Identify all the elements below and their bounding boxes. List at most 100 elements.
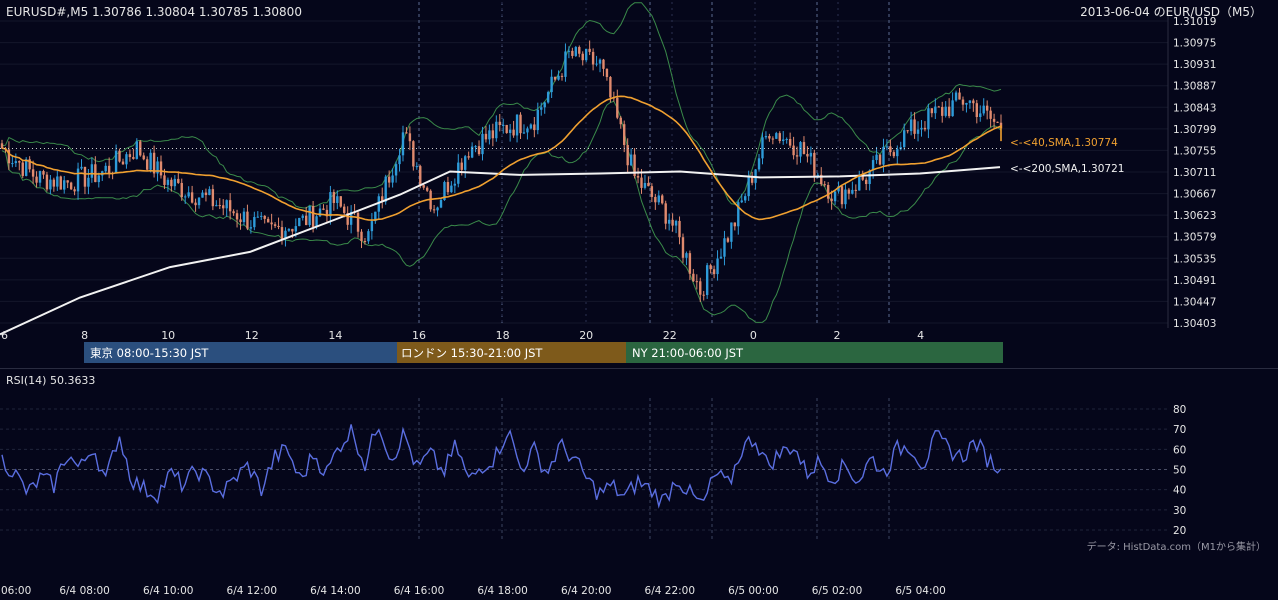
candle-body bbox=[699, 281, 702, 295]
candle-body bbox=[947, 106, 951, 117]
candle-body bbox=[654, 196, 657, 203]
candle-body bbox=[650, 186, 654, 197]
price-tick-label: 1.30843 bbox=[1173, 102, 1216, 114]
candle-body bbox=[114, 150, 118, 174]
candle-body bbox=[332, 192, 336, 203]
candle-body bbox=[671, 219, 674, 226]
candle-body bbox=[246, 211, 249, 229]
candle-body bbox=[280, 227, 284, 240]
candle-body bbox=[913, 119, 916, 134]
candle-body bbox=[381, 196, 384, 202]
time-tick-bottom: 6/4 18:00 bbox=[477, 585, 528, 597]
candle-body bbox=[951, 100, 954, 117]
candle-body bbox=[343, 206, 346, 213]
price-tick-label: 1.30623 bbox=[1173, 210, 1216, 222]
candle-body bbox=[685, 253, 688, 258]
candle-body bbox=[896, 149, 899, 157]
candle-body bbox=[59, 176, 62, 190]
candle-body bbox=[263, 215, 266, 219]
time-tick-top: 0 bbox=[750, 329, 757, 342]
rsi-tick-label: 70 bbox=[1173, 424, 1186, 436]
candle-body bbox=[73, 189, 76, 192]
time-tick-bottom: 6/4 22:00 bbox=[645, 585, 696, 597]
time-tick-bottom: 6/4 08:00 bbox=[59, 585, 110, 597]
session-tokyo-label: 東京 08:00-15:30 JST bbox=[90, 346, 209, 360]
candle-body bbox=[118, 150, 121, 162]
time-tick-top: 18 bbox=[496, 329, 510, 342]
candle-body bbox=[225, 200, 228, 209]
candle-body bbox=[889, 146, 892, 153]
candle-body bbox=[505, 124, 508, 133]
candle-body bbox=[609, 77, 612, 98]
candle-body bbox=[177, 178, 180, 183]
candle-body bbox=[546, 92, 550, 103]
candle-body bbox=[806, 153, 809, 157]
candle-body bbox=[550, 76, 553, 93]
candle-body bbox=[954, 92, 958, 101]
candle-body bbox=[830, 198, 833, 202]
candle-body bbox=[733, 222, 737, 227]
candle-body bbox=[360, 231, 363, 242]
chart-title: 2013-06-04 のEUR/USD（M5） bbox=[1080, 5, 1262, 19]
candle-body bbox=[636, 176, 640, 178]
candle-body bbox=[927, 108, 930, 130]
price-tick-label: 1.30755 bbox=[1173, 145, 1216, 157]
candle-body bbox=[802, 142, 806, 154]
candle-body bbox=[349, 211, 353, 225]
candle-body bbox=[460, 162, 463, 170]
candle-body bbox=[702, 294, 705, 296]
candle-body bbox=[481, 133, 484, 155]
time-tick-bottom: 6/4 10:00 bbox=[143, 585, 194, 597]
candle-body bbox=[387, 176, 391, 183]
candle-body bbox=[768, 136, 771, 139]
candle-body bbox=[66, 180, 69, 183]
candle-body bbox=[674, 220, 678, 226]
candle-body bbox=[851, 189, 854, 194]
candle-body bbox=[792, 145, 795, 156]
candle-body bbox=[457, 162, 460, 184]
candle-body bbox=[304, 215, 308, 226]
candle-body bbox=[125, 154, 128, 165]
candle-body bbox=[705, 265, 709, 296]
time-tick-bottom: 06:00 bbox=[1, 585, 31, 597]
time-tick-bottom: 6/5 00:00 bbox=[728, 585, 779, 597]
candle-body bbox=[446, 182, 450, 193]
candle-body bbox=[571, 50, 574, 56]
candle-body bbox=[90, 164, 94, 178]
candle-body bbox=[923, 127, 927, 130]
candle-body bbox=[377, 196, 380, 212]
time-tick-top: 14 bbox=[328, 329, 342, 342]
candle-body bbox=[242, 211, 246, 223]
candle-body bbox=[996, 121, 999, 123]
candle-body bbox=[788, 139, 792, 146]
candle-body bbox=[311, 205, 315, 228]
candle-body bbox=[464, 156, 467, 170]
rsi-line bbox=[1, 424, 1002, 509]
candle-body bbox=[49, 179, 52, 190]
candle-body bbox=[419, 166, 422, 186]
candle-body bbox=[536, 109, 539, 131]
candle-body bbox=[432, 209, 436, 211]
bollinger-upper-band bbox=[1, 2, 1002, 209]
candle-body bbox=[156, 161, 159, 174]
candle-body bbox=[861, 176, 864, 180]
candle-body bbox=[581, 53, 584, 61]
candle-body bbox=[747, 176, 750, 197]
candle-body bbox=[291, 228, 294, 232]
candle-body bbox=[909, 119, 913, 132]
candle-body bbox=[688, 253, 692, 274]
candle-body bbox=[813, 152, 816, 178]
candle-body bbox=[18, 161, 21, 163]
rsi-axis-labels: 80 70 60 50 40 30 20 bbox=[1173, 404, 1186, 537]
candle-body bbox=[616, 97, 619, 118]
candle-body bbox=[574, 47, 578, 56]
time-tick-bottom: 6/4 20:00 bbox=[561, 585, 612, 597]
rsi-tick-label: 30 bbox=[1173, 505, 1186, 517]
candle-body bbox=[730, 222, 733, 242]
candle-body bbox=[809, 152, 813, 157]
session-tokyo-bar bbox=[84, 342, 397, 363]
price-axis-labels: 1.31019 1.30975 1.30931 1.30887 1.30843 1.307… bbox=[1173, 16, 1216, 330]
candle-body bbox=[215, 205, 218, 207]
candle-body bbox=[398, 155, 401, 165]
candle-body bbox=[961, 99, 965, 105]
